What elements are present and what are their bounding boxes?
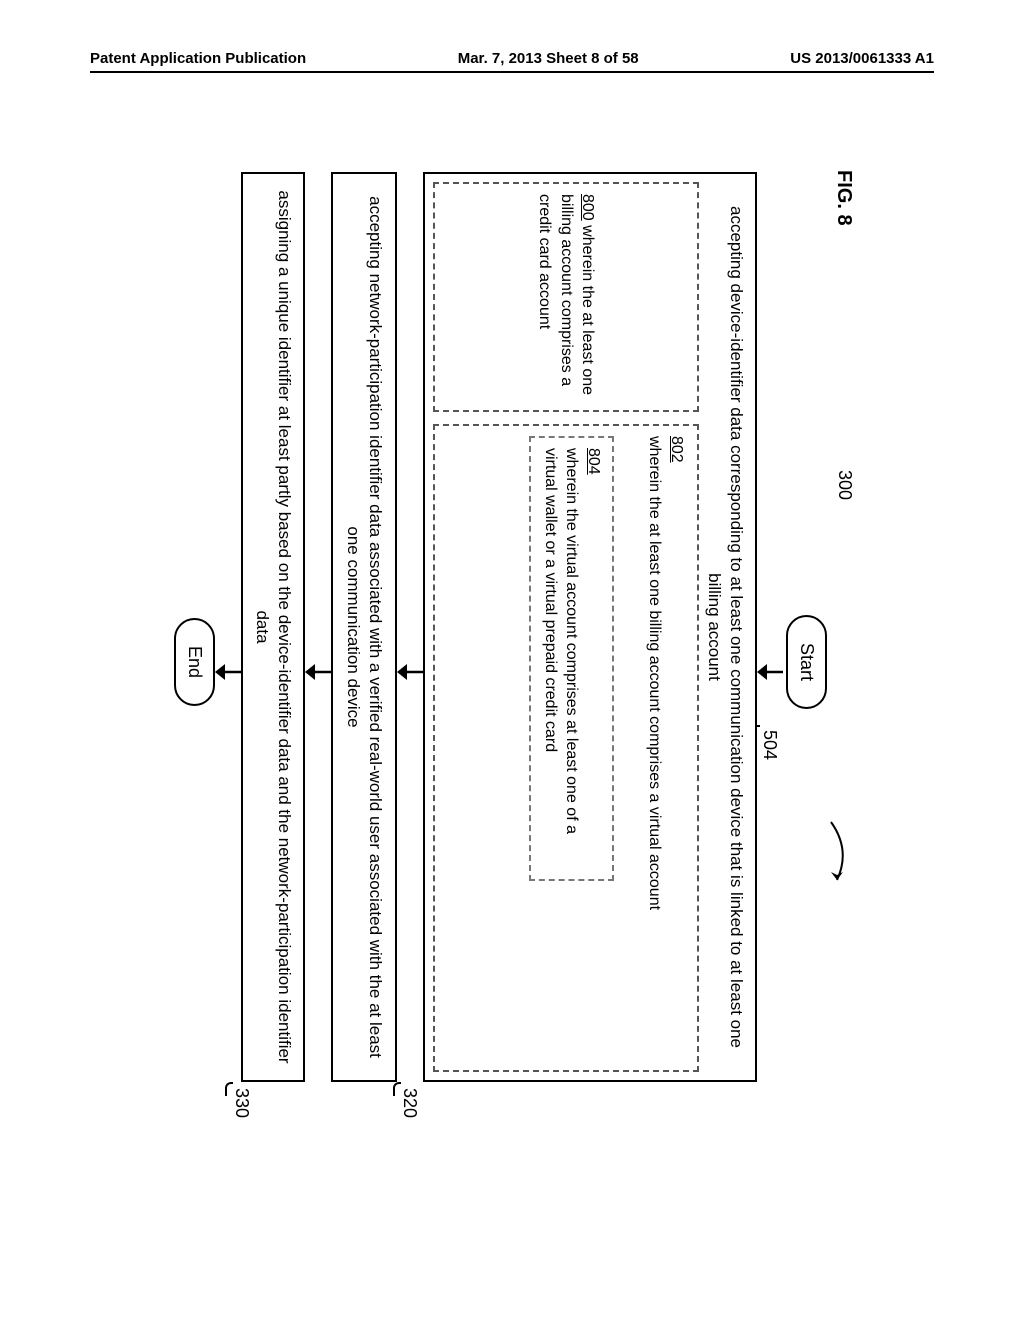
step-320-box: accepting network-participation identifi…: [331, 172, 397, 1082]
leader-line: [225, 1082, 233, 1096]
step-320-text: accepting network-participation identifi…: [342, 184, 386, 1070]
step-504-text: accepting device-identifier data corresp…: [703, 184, 747, 1070]
figure-diagram: FIG. 8 300 Start 504 accepting device-id…: [0, 170, 855, 870]
start-label: Start: [797, 643, 817, 681]
page-header: Patent Application Publication Mar. 7, 2…: [90, 50, 934, 73]
arrow-down-icon: [397, 660, 423, 684]
arrow-down-icon: [305, 660, 331, 684]
start-terminal: Start: [786, 615, 827, 709]
substep-804-text: wherein the virtual account comprises at…: [539, 448, 582, 869]
substep-802-text: wherein the at least one billing account…: [644, 436, 666, 1060]
end-terminal: End: [174, 618, 215, 706]
curved-arrow-icon: [827, 820, 847, 890]
substep-800: 800 wherein the at least one billing acc…: [433, 182, 699, 412]
step-330-box: assigning a unique identifier at least p…: [241, 172, 305, 1082]
arrow-down-icon: [215, 660, 241, 684]
step-504-box: accepting device-identifier data corresp…: [423, 172, 757, 1082]
ref-300-text: 300: [835, 470, 855, 500]
figure-label: FIG. 8: [832, 170, 855, 226]
header-right: US 2013/0061333 A1: [790, 50, 934, 67]
substep-802-num: 802: [668, 436, 685, 463]
ref-330: 330: [231, 1088, 252, 1118]
end-label: End: [185, 646, 205, 678]
header-left: Patent Application Publication: [90, 50, 306, 67]
header-center: Mar. 7, 2013 Sheet 8 of 58: [458, 50, 639, 67]
substep-800-num: 800: [579, 194, 596, 221]
flowchart: FIG. 8 300 Start 504 accepting device-id…: [155, 170, 855, 1160]
leader-line: [393, 1082, 401, 1096]
substep-802: 802 wherein the at least one billing acc…: [433, 424, 699, 1072]
substep-804: 804 wherein the virtual account comprise…: [529, 436, 614, 881]
ref-320: 320: [399, 1088, 420, 1118]
substep-800-text: wherein the at least one billing account…: [536, 194, 596, 395]
step-330-text: assigning a unique identifier at least p…: [251, 184, 295, 1070]
substep-804-num: 804: [585, 448, 602, 475]
substeps-row: 800 wherein the at least one billing acc…: [433, 182, 699, 1072]
arrow-down-icon: [757, 660, 783, 684]
ref-504: 504: [759, 730, 780, 760]
ref-300: 300: [834, 470, 855, 500]
page: Patent Application Publication Mar. 7, 2…: [0, 0, 1024, 1320]
